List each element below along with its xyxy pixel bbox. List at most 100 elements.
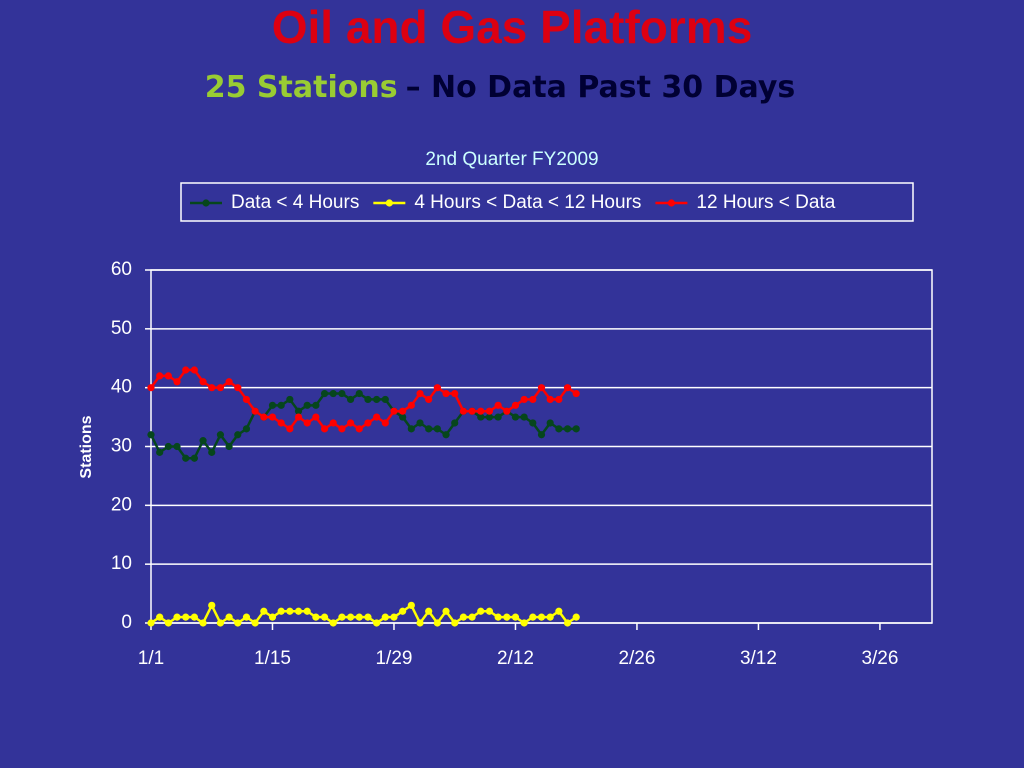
data-point — [537, 431, 546, 439]
data-point — [303, 401, 311, 409]
data-point — [399, 413, 407, 421]
y-axis-title: Stations — [78, 415, 95, 478]
data-point — [381, 395, 389, 404]
data-point — [425, 425, 433, 433]
data-point — [216, 384, 225, 392]
legend-marker — [667, 199, 676, 207]
data-point — [477, 607, 485, 615]
chart-title: 2nd Quarter FY2009 — [425, 149, 598, 170]
data-point — [511, 413, 520, 421]
data-point — [355, 389, 363, 398]
data-point — [425, 395, 433, 404]
data-point — [182, 454, 190, 462]
data-point — [494, 613, 502, 621]
data-point — [329, 419, 337, 427]
data-point — [346, 419, 355, 427]
data-point — [190, 613, 198, 621]
data-point — [225, 378, 233, 386]
x-tick-label: 1/29 — [375, 648, 412, 669]
data-point — [442, 431, 450, 439]
data-point — [182, 366, 190, 374]
data-point — [147, 619, 155, 627]
data-point — [364, 613, 372, 621]
data-point — [433, 384, 441, 392]
data-point — [199, 619, 207, 627]
data-point — [216, 431, 225, 439]
data-point — [251, 619, 259, 627]
data-point — [520, 619, 528, 627]
data-point — [312, 613, 320, 621]
data-point — [190, 454, 198, 462]
y-tick-label: 10 — [111, 553, 132, 574]
data-point — [503, 613, 511, 621]
data-point — [451, 619, 459, 627]
data-point — [268, 413, 277, 421]
data-point — [399, 607, 407, 615]
data-point — [355, 613, 363, 621]
data-point — [468, 613, 476, 621]
legend-box — [180, 182, 914, 222]
legend-label: 12 Hours < Data — [696, 192, 835, 213]
y-tick-label: 40 — [111, 377, 132, 398]
data-point — [390, 407, 398, 415]
data-point — [260, 607, 268, 615]
data-point — [260, 413, 268, 421]
data-point — [294, 413, 303, 421]
data-point — [529, 395, 537, 404]
data-point — [373, 395, 381, 404]
data-point — [242, 613, 251, 621]
data-point — [416, 389, 424, 398]
data-point — [320, 613, 329, 621]
x-tick-label: 1/1 — [138, 648, 164, 669]
x-tick-label: 2/26 — [618, 648, 655, 669]
data-point — [572, 389, 580, 398]
data-point — [529, 613, 537, 621]
legend-marker — [202, 199, 210, 207]
data-point — [346, 613, 355, 621]
data-point — [234, 619, 242, 627]
data-point — [338, 613, 346, 621]
data-point — [329, 389, 337, 398]
y-tick-label: 50 — [111, 318, 132, 339]
data-point — [555, 395, 563, 404]
subtitle-rest: – No Data Past 30 Days — [406, 70, 796, 105]
data-point — [572, 613, 580, 621]
data-point — [303, 607, 311, 615]
data-point — [520, 413, 528, 421]
data-point — [485, 407, 494, 415]
data-point — [364, 395, 372, 404]
data-point — [312, 413, 320, 421]
data-point — [390, 613, 398, 621]
data-point — [294, 607, 303, 615]
data-point — [364, 419, 372, 427]
data-point — [425, 607, 433, 615]
data-point — [173, 442, 181, 451]
x-tick-label: 2/12 — [497, 648, 534, 669]
data-point — [485, 607, 494, 615]
x-tick-label: 3/12 — [740, 648, 777, 669]
data-point — [537, 384, 546, 392]
data-point — [329, 619, 337, 627]
data-point — [373, 619, 381, 627]
data-point — [268, 401, 277, 409]
data-point — [555, 425, 563, 433]
data-point — [173, 378, 181, 386]
data-point — [451, 389, 459, 398]
data-point — [477, 407, 485, 415]
y-tick-label: 60 — [111, 259, 132, 280]
data-point — [156, 613, 164, 621]
data-point — [338, 425, 346, 433]
data-point — [156, 372, 164, 380]
data-point — [546, 419, 554, 427]
slide-title: Oil and Gas Platforms — [272, 1, 753, 53]
data-point — [286, 607, 294, 615]
data-point — [407, 401, 415, 409]
data-point — [286, 395, 294, 404]
data-point — [277, 607, 285, 615]
data-point — [537, 613, 546, 621]
data-point — [373, 413, 381, 421]
data-point — [312, 401, 320, 409]
subtitle-highlight: 25 Stations — [205, 70, 398, 105]
